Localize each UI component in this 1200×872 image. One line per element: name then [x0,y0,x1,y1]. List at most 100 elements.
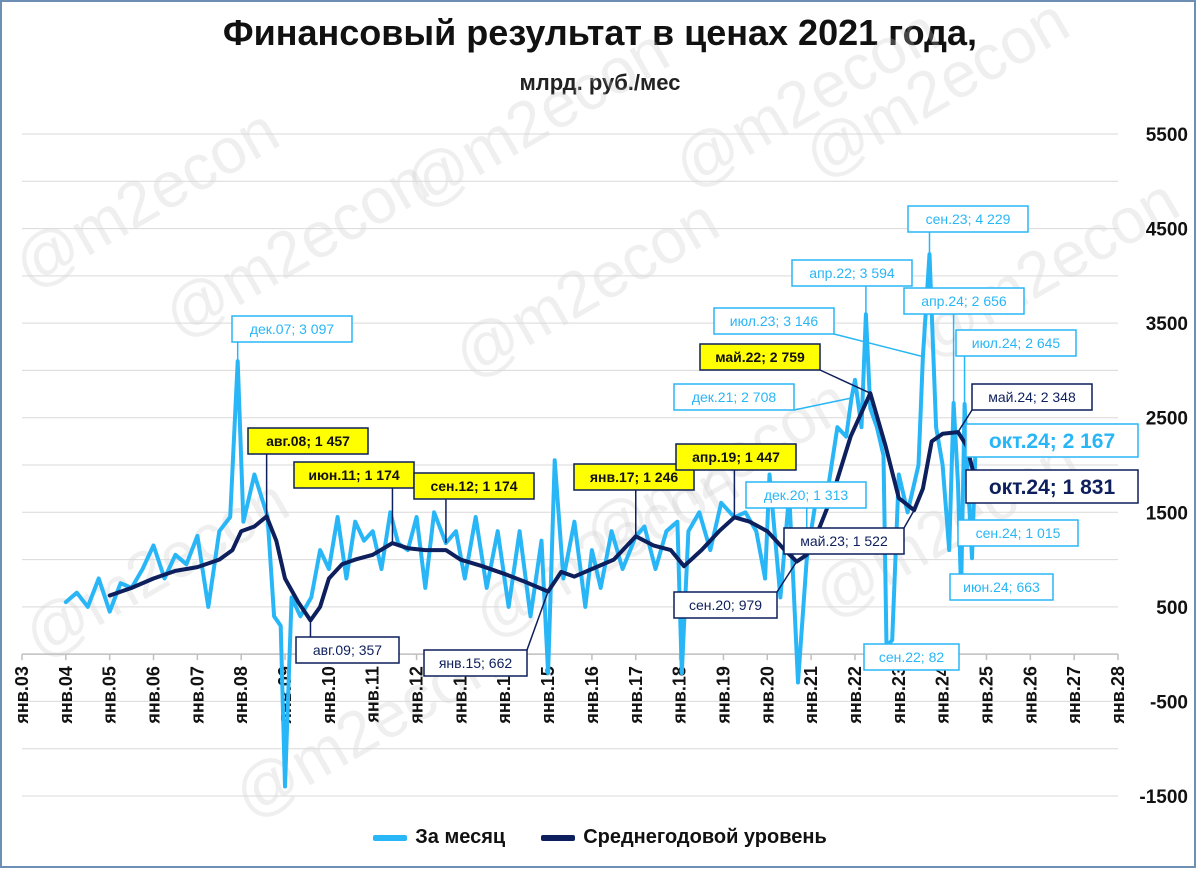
x-tick-label: янв.21 [801,666,821,724]
callout-box [965,469,1139,504]
legend-item-monthly[interactable]: За месяц [373,826,505,849]
callout-leader [819,369,871,394]
callout-box [247,427,369,455]
x-tick-label: янв.07 [187,666,207,724]
callout-label: апр.19; 1 447 [692,449,780,465]
callout-box [293,461,415,489]
callout-box [713,307,835,335]
callout-box [423,649,528,677]
x-tick-label: янв.11 [363,666,383,723]
x-tick-label: янв.20 [757,666,777,724]
x-axis: янв.03 янв.04 янв.05 янв.06 янв.07 янв.08 янв.… [12,653,1128,725]
callout-box [675,443,797,471]
callout-label: май.22; 2 759 [715,349,805,365]
callout-label: авг.09; 357 [313,642,382,658]
watermark-text: @m2econ [11,463,300,672]
x-tick-label: янв.15 [538,666,558,724]
callout-box [573,463,695,491]
watermark-text: @m2econ [391,13,680,222]
callout-label: май.23; 1 522 [800,533,888,549]
callout-label: июл.23; 3 146 [730,313,819,329]
legend-swatch-monthly [373,834,408,841]
callout-leader [526,591,549,651]
callout-label: апр.22; 3 594 [809,265,895,281]
callout-label: сен.24; 1 015 [976,525,1061,541]
legend: За месяц Среднегодовой уровень [0,826,1200,849]
chart-subtitle: млрд. руб./мес [519,70,681,95]
callout-box [295,636,400,664]
callout-label: июн.11; 1 174 [308,467,400,483]
x-tick-label: янв.08 [231,666,251,724]
callout-leader [833,333,924,358]
x-tick-label: янв.25 [976,666,996,724]
callout-box [783,527,905,555]
callout-label: апр.24; 2 656 [921,293,1007,309]
callout-leader [957,409,973,433]
series-layer [63,252,978,789]
callout-label: дек.20; 1 313 [764,487,849,503]
series-monthly-line [63,252,978,789]
callout-box [907,205,1029,233]
callout-label: авг.08; 1 457 [266,433,350,449]
callout-box [231,315,353,343]
callout-label: сен.22; 82 [879,649,945,665]
x-tick-label: янв.14 [494,666,514,724]
x-tick-label: янв.23 [889,666,909,724]
callout-box [673,591,778,619]
x-tick-label: янв.19 [713,666,733,724]
y-axis: 5500 4500 3500 2500 1500 500 -500 -1500 [1139,125,1188,808]
y-tick-label: 4500 [1146,220,1188,241]
series-average-line [107,391,978,623]
legend-item-average[interactable]: Среднегодовой уровень [541,826,827,849]
callout-box [971,383,1093,411]
callout-box [903,287,1025,315]
x-tick-label: янв.05 [100,666,120,724]
callout-leader [903,509,915,529]
legend-label-monthly: За месяц [415,826,506,848]
x-tick-label: янв.27 [1064,666,1084,724]
callout-label: сен.12; 1 174 [430,478,517,494]
callout-label: сен.20; 979 [689,597,762,613]
x-tick-label: янв.26 [1020,666,1040,724]
callout-label: май.24; 2 348 [988,389,1076,405]
watermark-text: @m2econ [441,183,730,392]
y-tick-label: 5500 [1146,125,1188,146]
callout-box [955,329,1077,357]
y-tick-label: 3500 [1146,314,1188,335]
callout-leader [776,561,798,593]
y-tick-label: -1500 [1139,787,1188,808]
callout-box [673,383,795,411]
callout-box [957,519,1079,547]
x-tick-label: янв.18 [670,666,690,724]
callout-box [863,643,960,671]
callout-label: окт.24; 2 167 [989,430,1115,453]
x-tick-label: янв.13 [450,666,470,724]
callout-box [791,259,913,287]
y-tick-label: 1500 [1146,503,1188,524]
callout-box [699,343,821,371]
legend-label-average: Среднегодовой уровень [583,826,827,848]
x-tick-label: янв.16 [582,666,602,724]
x-tick-label: янв.03 [12,666,32,724]
callout-label: окт.24; 1 831 [989,476,1116,499]
annotation-layer: дек.07; 3 097 авг.08; 1 457 авг.09; 357 июн… [231,205,1139,677]
callout-box [745,481,867,509]
callout-label: дек.07; 3 097 [250,321,335,337]
callout-label: дек.21; 2 708 [692,389,777,405]
callout-label: июн.24; 663 [963,579,1040,595]
callout-box [965,423,1139,458]
callout-label: янв.15; 662 [439,655,513,671]
x-tick-label: янв.22 [845,666,865,724]
y-tick-label: 2500 [1146,409,1188,430]
x-tick-label: янв.17 [626,666,646,724]
callout-box [949,573,1054,601]
x-tick-label: янв.24 [933,666,953,724]
callout-label: янв.17; 1 246 [590,469,678,485]
callout-label: сен.23; 4 229 [926,211,1011,227]
x-tick-label: янв.04 [56,666,76,724]
y-tick-label: -500 [1150,692,1188,713]
x-tick-label: янв.10 [319,666,339,724]
x-tick-label: янв.28 [1108,666,1128,724]
callout-leader [793,397,852,411]
